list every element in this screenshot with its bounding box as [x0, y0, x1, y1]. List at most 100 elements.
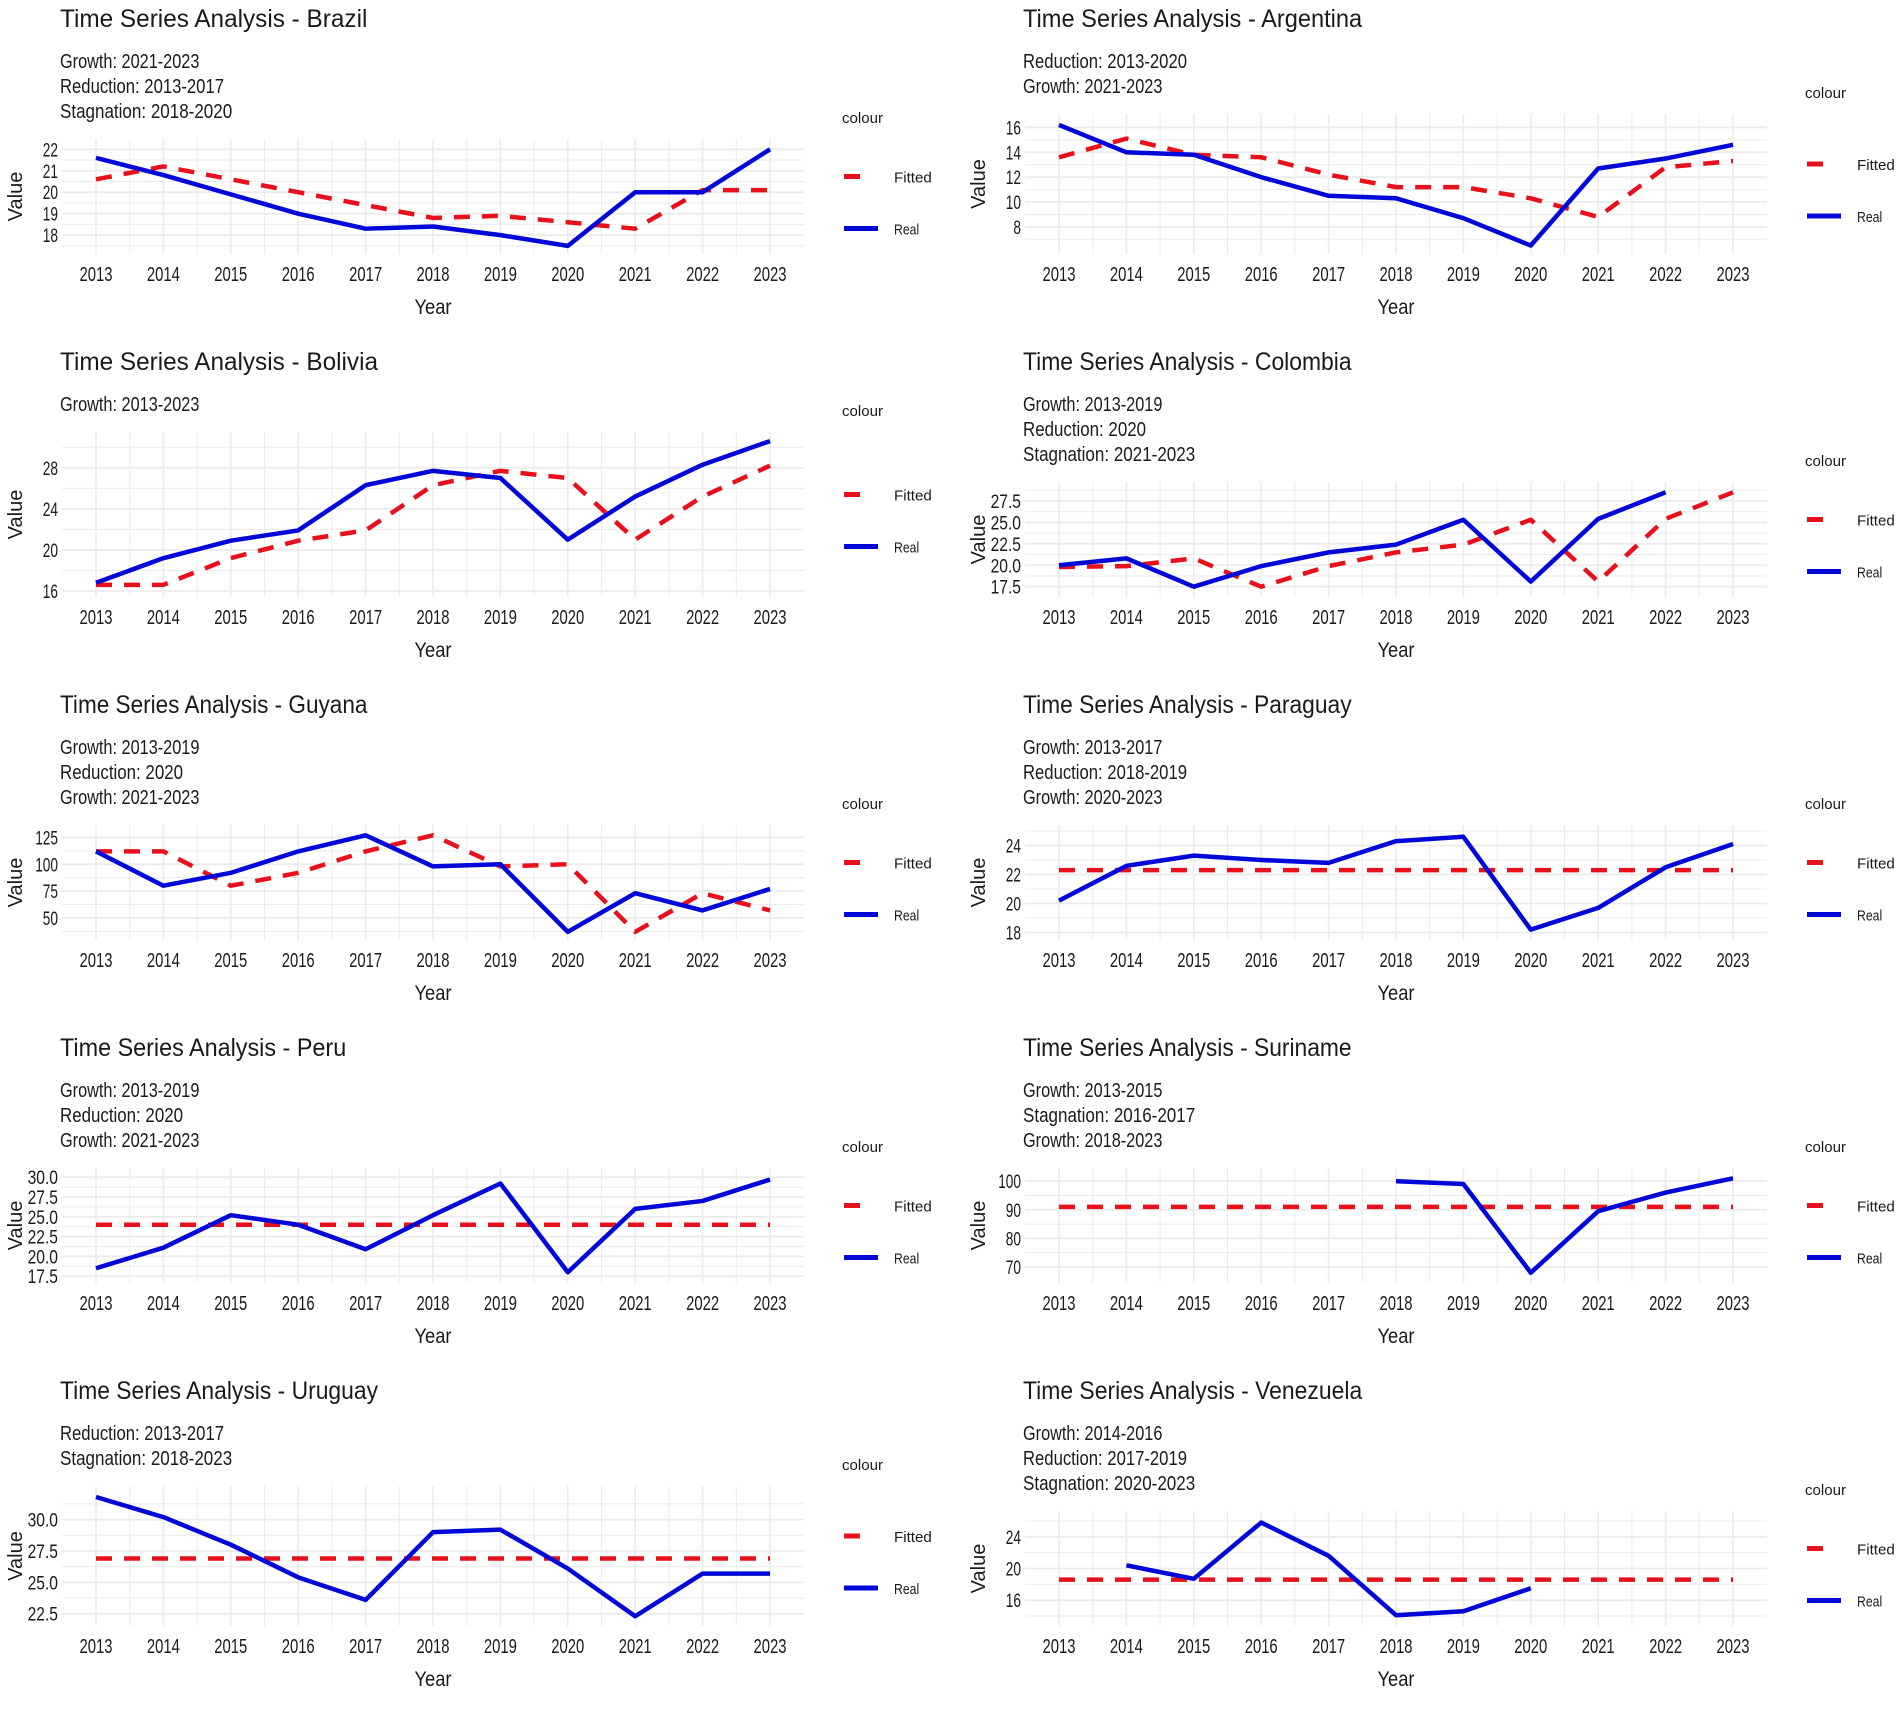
chart-title: Time Series Analysis - Brazil	[60, 5, 367, 33]
x-tick-label: 2019	[484, 950, 517, 972]
legend: colour Fitted Real	[842, 796, 932, 925]
legend-label: Real	[1857, 1251, 1882, 1268]
x-tick-label: 2014	[1110, 950, 1143, 972]
x-tick-label: 2020	[551, 1636, 584, 1658]
x-tick-label: 2023	[754, 1636, 787, 1658]
x-tick-label: 2018	[1380, 264, 1413, 286]
x-tick-label: 2015	[214, 607, 247, 629]
legend-title: colour	[842, 1139, 883, 1156]
y-tick-label: 20	[1006, 895, 1021, 916]
chart-subtitle-line: Reduction: 2017-2019	[1023, 1448, 1187, 1470]
x-tick-label: 2015	[214, 1293, 247, 1315]
y-tick-label: 18	[1006, 924, 1021, 945]
y-axis-label: Value	[5, 858, 27, 908]
legend-label: Real	[894, 1581, 919, 1598]
y-tick-label: 16	[1006, 118, 1021, 139]
chart-subtitle-line: Stagnation: 2018-2023	[60, 1448, 232, 1470]
x-tick-label: 2022	[686, 264, 719, 286]
legend-label: Real	[1857, 209, 1882, 226]
legend: colour Fitted Real	[1805, 1482, 1895, 1611]
x-tick-label: 2022	[686, 1293, 719, 1315]
chart-title: Time Series Analysis - Guyana	[60, 691, 367, 719]
legend-label: Real	[894, 540, 919, 557]
legend: colour Fitted Real	[842, 403, 932, 557]
y-tick-label: 22.5	[28, 1605, 58, 1626]
legend-label: Fitted	[894, 856, 932, 873]
legend-label: Fitted	[894, 1199, 932, 1216]
legend-title: colour	[842, 110, 883, 127]
legend-label: Real	[894, 908, 919, 925]
x-tick-label: 2016	[282, 607, 315, 629]
chart-subtitle-line: Reduction: 2020	[60, 1105, 183, 1127]
x-tick-label: 2015	[214, 950, 247, 972]
legend-label: Fitted	[1857, 157, 1895, 174]
x-tick-label: 2020	[1514, 1293, 1547, 1315]
x-tick-label: 2014	[147, 1636, 180, 1658]
x-tick-label: 2013	[80, 607, 113, 629]
legend-label: Fitted	[894, 170, 932, 187]
x-tick-label: 2018	[417, 264, 450, 286]
chart-panel: Time Series Analysis - Bolivia Growth: 20…	[0, 343, 951, 686]
x-tick-label: 2016	[1245, 264, 1278, 286]
y-tick-label: 30.0	[28, 1511, 58, 1532]
y-tick-label: 28	[43, 459, 58, 480]
y-tick-label: 22.5	[991, 535, 1021, 556]
y-tick-label: 75	[43, 882, 58, 903]
y-tick-label: 27.5	[28, 1542, 58, 1563]
x-tick-label: 2014	[1110, 607, 1143, 629]
plot-area	[62, 825, 804, 940]
chart-title: Time Series Analysis - Peru	[60, 1034, 346, 1062]
chart-subtitle-line: Stagnation: 2020-2023	[1023, 1473, 1195, 1495]
legend-label: Fitted	[1857, 1199, 1895, 1216]
x-tick-label: 2021	[619, 950, 652, 972]
y-tick-label: 24	[43, 500, 59, 521]
y-tick-label: 100	[35, 855, 58, 876]
x-axis-label: Year	[1378, 639, 1415, 662]
y-tick-label: 125	[35, 828, 58, 849]
x-tick-label: 2014	[147, 264, 180, 286]
x-tick-label: 2014	[147, 950, 180, 972]
chart-subtitle-line: Reduction: 2020	[60, 762, 183, 784]
x-axis-label: Year	[1378, 1325, 1415, 1348]
chart-svg: Time Series Analysis - Brazil Growth: 202…	[5, 5, 932, 319]
x-tick-label: 2020	[551, 264, 584, 286]
legend-label: Fitted	[1857, 1542, 1895, 1559]
x-tick-label: 2014	[147, 607, 180, 629]
y-tick-label: 24	[1006, 1528, 1022, 1549]
x-tick-label: 2018	[417, 950, 450, 972]
plot-area	[1025, 1168, 1767, 1283]
x-tick-label: 2022	[1649, 264, 1682, 286]
x-tick-label: 2021	[1582, 607, 1615, 629]
x-tick-label: 2023	[754, 950, 787, 972]
chart-title: Time Series Analysis - Colombia	[1023, 348, 1352, 376]
legend-label: Real	[1857, 908, 1882, 925]
chart-svg: Time Series Analysis - Bolivia Growth: 20…	[5, 348, 932, 662]
x-tick-label: 2017	[1312, 1636, 1345, 1658]
chart-panel: Time Series Analysis - Peru Growth: 2013-…	[0, 1029, 951, 1372]
x-tick-label: 2020	[1514, 607, 1547, 629]
legend: colour Fitted Real	[1805, 85, 1895, 226]
legend-label: Fitted	[894, 488, 932, 505]
chart-subtitle-line: Growth: 2013-2023	[60, 394, 199, 416]
x-axis-label: Year	[415, 982, 452, 1005]
x-tick-label: 2021	[619, 607, 652, 629]
x-tick-label: 2021	[1582, 1293, 1615, 1315]
legend-title: colour	[1805, 796, 1846, 813]
x-tick-label: 2020	[551, 950, 584, 972]
y-tick-label: 27.5	[991, 492, 1021, 513]
x-tick-label: 2019	[484, 1293, 517, 1315]
legend-title: colour	[1805, 1139, 1846, 1156]
plot-area	[1025, 482, 1767, 597]
chart-panel: Time Series Analysis - Venezuela Growth: …	[951, 1372, 1902, 1715]
x-tick-label: 2013	[80, 264, 113, 286]
x-tick-label: 2022	[686, 1636, 719, 1658]
x-tick-label: 2017	[349, 607, 382, 629]
x-tick-label: 2022	[1649, 1293, 1682, 1315]
y-tick-label: 16	[1006, 1591, 1021, 1612]
x-tick-label: 2018	[1380, 1293, 1413, 1315]
y-axis-label: Value	[5, 490, 27, 540]
x-tick-label: 2015	[214, 1636, 247, 1658]
x-tick-label: 2023	[1717, 1636, 1750, 1658]
x-tick-label: 2016	[282, 950, 315, 972]
